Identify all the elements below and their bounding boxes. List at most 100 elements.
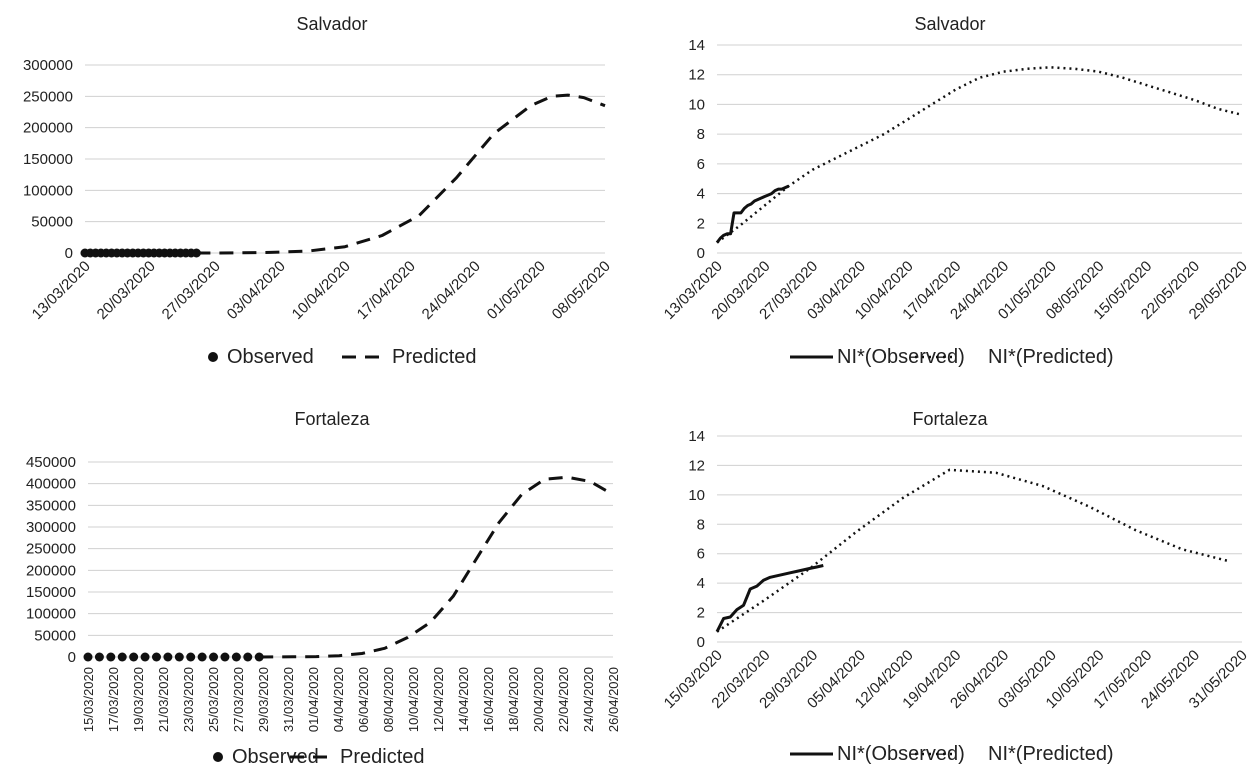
x-tick-label: 25/03/2020 [206,667,221,732]
x-tick-label: 15/03/2020 [81,667,96,732]
chart-title: Salvador [296,14,367,34]
x-tick-label: 19/03/2020 [131,667,146,732]
chart-fortaleza-counts: Fortaleza 0 50000 100000 150000 200000 250000 3… [26,409,621,768]
y-tick-label: 0 [697,634,705,651]
x-tick-label: 24/04/2020 [581,667,596,732]
y-tick-label: 0 [68,649,76,666]
x-tick-label: 18/04/2020 [506,667,521,732]
x-tick-label: 31/03/2020 [281,667,296,732]
chart-fortaleza-ni: Fortaleza0246810121415/03/202022/03/2020… [661,409,1251,765]
y-tick-label: 300000 [26,519,76,536]
legend-label-predicted: Predicted [392,346,477,368]
data-point [243,652,253,662]
x-tick-label: 03/04/2020 [224,258,289,323]
data-point [94,652,104,662]
y-tick-label: 250000 [26,541,76,558]
legend: NI*(Observed) NI*(Predicted) [790,743,1114,765]
x-tick-label: 17/03/2020 [106,667,121,732]
y-tick-label: 6 [697,546,705,563]
x-tick-label: 17/04/2020 [354,258,419,323]
y-tick-label: 8 [697,126,705,143]
legend-label-observed: NI*(Observed) [837,346,965,368]
x-tick-label: 20/03/2020 [94,258,159,323]
y-tick-label: 14 [688,37,705,54]
y-tick-label: 400000 [26,476,76,493]
legend-label-predicted: NI*(Predicted) [988,346,1114,368]
legend-marker-observed [213,752,223,762]
x-tick-label: 04/04/2020 [331,667,346,732]
data-point [140,652,150,662]
legend: Observed Predicted [208,346,477,368]
series-line [715,564,824,633]
series-line [716,468,1230,633]
y-tick-label: 50000 [34,627,76,644]
x-tick-label: 12/04/2020 [431,667,446,732]
x-tick-label: 08/05/2020 [549,258,614,323]
y-tick-label: 4 [697,186,705,203]
legend-label-observed: Observed [227,346,314,368]
legend-label-observed: NI*(Observed) [837,743,965,765]
x-tick-label: 23/03/2020 [181,667,196,732]
data-point [197,652,207,662]
x-tick-label: 27/03/2020 [231,667,246,732]
series-line [259,475,614,659]
y-tick-label: 2 [697,605,705,622]
y-tick-label: 250000 [23,88,73,105]
y-tick-label: 4 [697,575,705,592]
data-point [151,652,161,662]
y-tick-label: 2 [697,215,705,232]
data-point [254,652,264,662]
chart-salvador-ni: Salvador0246810121413/03/202020/03/20202… [661,14,1251,368]
chart-title: Fortaleza [294,409,370,429]
y-tick-label: 0 [697,245,705,262]
x-tick-label: 08/04/2020 [381,667,396,732]
x-tick-label: 10/04/2020 [289,258,354,323]
data-point [174,652,184,662]
x-tick-label: 22/04/2020 [556,667,571,732]
data-point [83,652,93,662]
x-tick-label: 27/03/2020 [159,258,224,323]
chart-title: Fortaleza [912,409,988,429]
y-tick-label: 450000 [26,454,76,471]
y-tick-label: 6 [697,156,705,173]
series-line [716,66,1243,244]
y-tick-label: 12 [688,457,705,474]
x-tick-label: 26/04/2020 [606,667,621,732]
x-tick-label: 14/04/2020 [456,667,471,732]
data-point [186,652,196,662]
x-tick-label: 24/04/2020 [419,258,484,323]
data-point [129,652,139,662]
data-point [220,652,230,662]
data-point [163,652,173,662]
y-tick-label: 300000 [23,57,73,74]
legend-label-predicted: Predicted [340,746,425,768]
y-tick-label: 150000 [23,151,73,168]
legend-label-predicted: NI*(Predicted) [988,743,1114,765]
y-tick-label: 200000 [23,120,73,137]
x-tick-label: 13/03/2020 [29,258,94,323]
chart-title: Salvador [914,14,985,34]
x-tick-label: 20/04/2020 [531,667,546,732]
series-line [715,184,790,244]
y-tick-label: 10 [688,487,705,504]
y-tick-label: 350000 [26,497,76,514]
y-tick-label: 8 [697,516,705,533]
x-tick-label: 10/04/2020 [406,667,421,732]
y-tick-label: 10 [688,96,705,113]
x-tick-label: 29/03/2020 [256,667,271,732]
x-tick-label: 21/03/2020 [156,667,171,732]
y-tick-label: 12 [688,67,705,84]
y-tick-label: 100000 [26,606,76,623]
data-point [231,652,241,662]
data-point [209,652,219,662]
x-tick-label: 16/04/2020 [481,667,496,732]
data-point [117,652,127,662]
y-tick-label: 150000 [26,584,76,601]
x-tick-label: 01/04/2020 [306,667,321,732]
y-tick-label: 200000 [26,562,76,579]
legend-label-observed: Observed [232,746,319,768]
chart-salvador-counts: Salvador 0 50000 100000 150000 200000 250000 30… [23,14,614,368]
y-tick-label: 0 [65,245,73,262]
legend: NI*(Observed) NI*(Predicted) [790,346,1114,368]
